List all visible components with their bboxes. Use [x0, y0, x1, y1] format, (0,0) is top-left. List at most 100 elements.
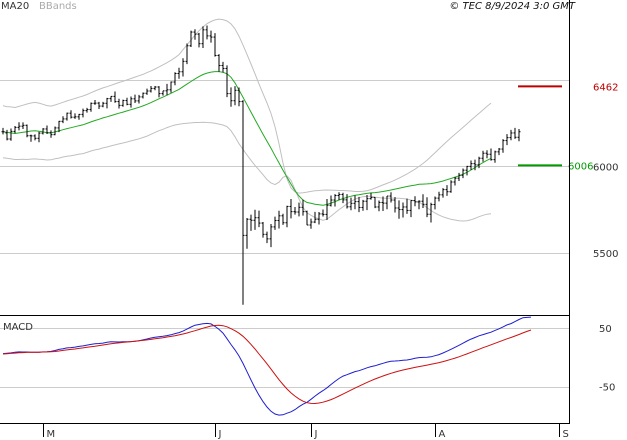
ohlc-bar — [413, 196, 417, 207]
ohlc-bar — [425, 197, 429, 218]
ohlc-bar — [337, 192, 341, 201]
ohlc-bar — [141, 92, 145, 99]
ohlc-bar — [157, 86, 161, 98]
ohlc-bar — [125, 97, 129, 106]
ohlc-bar — [45, 125, 49, 134]
ohlc-bar — [501, 139, 505, 153]
ohlc-bar — [441, 188, 445, 198]
ohlc-bar — [217, 54, 221, 72]
ohlc-bar — [113, 91, 117, 103]
ohlc-bar — [289, 198, 293, 219]
ohlc-bar — [257, 210, 261, 228]
ohlc-bar — [241, 100, 245, 305]
resistance-level-label: 6462 — [593, 82, 618, 93]
ohlc-bar — [153, 85, 157, 91]
ohlc-bar — [509, 129, 513, 141]
ohlc-bar — [121, 99, 125, 107]
ohlc-bar — [57, 120, 61, 133]
ohlc-bar — [5, 129, 9, 141]
x-tick-label: J — [314, 429, 318, 440]
ohlc-bar — [201, 26, 205, 49]
price-gridlines — [0, 80, 569, 254]
macd-panel: 50 -50 MACD — [0, 315, 615, 416]
ohlc-bar — [133, 94, 137, 103]
ohlc-bar — [1, 127, 5, 135]
ohlc-bar — [229, 87, 233, 107]
ohlc-bar — [261, 222, 265, 238]
ohlc-bar — [329, 195, 333, 207]
ohlc-bar — [341, 192, 345, 204]
ohlc-bar — [317, 211, 321, 225]
ohlc-bar — [233, 86, 237, 106]
macd-y-tick-label: -50 — [599, 383, 615, 394]
ohlc-bar — [221, 61, 225, 73]
ohlc-bar — [53, 126, 57, 136]
ohlc-bar — [209, 30, 213, 43]
ohlc-bar — [457, 172, 461, 181]
legend-ma20: MA20 — [1, 1, 29, 12]
ohlc-bar — [81, 108, 85, 118]
ohlc-bar — [265, 231, 269, 244]
ohlc-bar — [513, 127, 517, 139]
ohlc-bar — [393, 197, 397, 213]
ohlc-bar — [77, 113, 81, 120]
ohlc-bar — [469, 160, 473, 171]
price-y-tick-label: 5500 — [593, 249, 618, 260]
ohlc-bar — [417, 200, 421, 210]
ohlc-bar — [349, 197, 353, 211]
price-levels — [518, 85, 562, 167]
ohlc-bar — [13, 126, 17, 134]
ohlc-bar — [33, 134, 37, 141]
ohlc-bar — [305, 210, 309, 226]
ohlc-bar — [377, 200, 381, 212]
ohlc-bar — [345, 194, 349, 209]
price-level-labels: 6462 6006 — [568, 82, 618, 172]
ohlc-bar — [245, 218, 249, 249]
ohlc-bar — [105, 97, 109, 109]
x-tick-label: A — [439, 429, 446, 440]
ohlc-bar — [189, 30, 193, 47]
ohlc-bar — [453, 176, 457, 186]
price-bars — [1, 25, 521, 305]
macd-line — [2, 316, 532, 416]
ohlc-bar — [37, 131, 41, 143]
macd-title: MACD — [3, 322, 33, 333]
ohlc-bar — [129, 96, 133, 108]
ohlc-bar — [149, 85, 153, 93]
ohlc-bar — [213, 33, 217, 57]
ohlc-bar — [89, 102, 93, 112]
ohlc-bar — [409, 200, 413, 218]
ohlc-bar — [41, 128, 45, 135]
ohlc-bar — [361, 199, 365, 211]
ohlc-bar — [401, 202, 405, 218]
ohlc-bar — [485, 150, 489, 159]
ohlc-bar — [197, 32, 201, 48]
ohlc-bar — [301, 199, 305, 216]
ohlc-bar — [321, 209, 325, 217]
ohlc-bar — [249, 214, 253, 231]
ohlc-bar — [93, 100, 97, 105]
ohlc-bar — [277, 210, 281, 229]
ohlc-bar — [309, 218, 313, 229]
macd-lines — [2, 316, 532, 416]
ma20-line-group — [2, 71, 492, 206]
ohlc-bar — [49, 130, 53, 138]
ohlc-bar — [205, 25, 209, 40]
ohlc-bar — [429, 202, 433, 223]
ohlc-bar — [173, 72, 177, 86]
ohlc-bar — [69, 110, 73, 119]
support-level-label: 6006 — [568, 161, 593, 172]
ohlc-bar — [333, 194, 337, 207]
ohlc-bar — [29, 134, 33, 142]
ohlc-bar — [21, 122, 25, 129]
ohlc-bar — [389, 192, 393, 203]
ohlc-bar — [505, 134, 509, 146]
ohlc-bar — [137, 94, 141, 104]
copyright-text: © TEC 8/9/2024 3:0 GMT — [449, 1, 576, 12]
ohlc-bar — [181, 58, 185, 77]
ohlc-bar — [225, 65, 229, 98]
ohlc-bar — [461, 168, 465, 179]
ohlc-bar — [61, 116, 65, 124]
